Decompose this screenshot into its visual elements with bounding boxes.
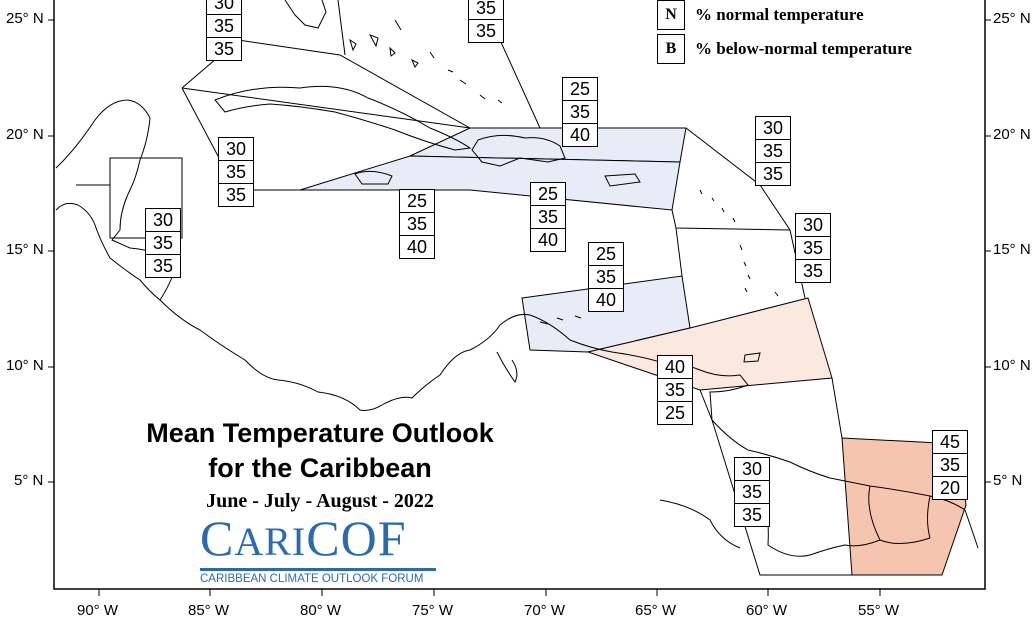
prob-value: 35 bbox=[762, 164, 784, 184]
prob-value: 30 bbox=[146, 209, 180, 232]
forecast-box-hispaniola-south: 25 35 40 bbox=[530, 182, 566, 252]
prob-value: 35 bbox=[933, 454, 967, 477]
y-tick-label-15-right: 15° N bbox=[993, 241, 1031, 258]
prob-value: 25 bbox=[531, 183, 565, 206]
x-tick-label-60w: 60° W bbox=[746, 602, 788, 619]
legend-below: B % below-normal temperature bbox=[657, 34, 912, 64]
prob-value: 25 bbox=[664, 403, 686, 423]
axis-ticks bbox=[48, 19, 991, 596]
y-tick-label-10-right: 10° N bbox=[993, 357, 1031, 374]
prob-value: 40 bbox=[406, 237, 428, 257]
prob-value: 25 bbox=[563, 78, 597, 101]
x-tick-label-80w: 80° W bbox=[300, 602, 342, 619]
x-tick-label-85w: 85° W bbox=[188, 602, 230, 619]
prob-value: 35 bbox=[658, 379, 692, 402]
prob-value: 35 bbox=[152, 256, 174, 276]
forecast-box-guyana: 30 35 35 bbox=[734, 457, 770, 527]
forecast-box-cuba-west: 30 35 35 bbox=[218, 137, 254, 207]
prob-value: 25 bbox=[400, 190, 434, 213]
prob-value: 35 bbox=[225, 185, 247, 205]
prob-value: 25 bbox=[589, 243, 623, 266]
logo-underline bbox=[200, 568, 436, 571]
prob-value: 40 bbox=[595, 290, 617, 310]
prob-value: 35 bbox=[802, 261, 824, 281]
prob-value: 30 bbox=[219, 138, 253, 161]
forecast-box-windward-islands: 30 35 35 bbox=[795, 213, 831, 283]
prob-value: 35 bbox=[469, 0, 503, 20]
y-tick-label-25-right: 25° N bbox=[993, 10, 1031, 27]
prob-value: 35 bbox=[475, 21, 497, 41]
map-subtitle: June - July - August - 2022 bbox=[206, 490, 434, 512]
prob-value: 30 bbox=[756, 117, 790, 140]
forecast-box-belize: 30 35 35 bbox=[145, 208, 181, 278]
prob-value: 35 bbox=[207, 15, 241, 38]
prob-value: 35 bbox=[756, 140, 790, 163]
map-title-line1: Mean Temperature Outlook bbox=[146, 418, 494, 448]
forecast-box-leeward-islands: 30 35 35 bbox=[755, 116, 791, 186]
y-tick-label-20-right: 20° N bbox=[993, 126, 1031, 143]
prob-value: 35 bbox=[146, 232, 180, 255]
x-tick-label-75w: 75° W bbox=[412, 602, 454, 619]
x-tick-label-55w: 55° W bbox=[858, 602, 900, 619]
zone-jamaica bbox=[299, 155, 681, 211]
logo-tagline: CARIBBEAN CLIMATE OUTLOOK FORUM bbox=[200, 573, 424, 585]
x-tick-label-65w: 65° W bbox=[635, 602, 677, 619]
prob-value: 35 bbox=[531, 206, 565, 229]
map-title-line2: for the Caribbean bbox=[208, 453, 432, 483]
forecast-box-jamaica: 25 35 40 bbox=[399, 189, 435, 259]
legend-text-below: % below-normal temperature bbox=[695, 39, 912, 58]
prob-value: 35 bbox=[741, 505, 763, 525]
caricof-logo: CARICOF CARIBBEAN CLIMATE OUTLOOK FORUM bbox=[200, 512, 436, 585]
coastlines bbox=[55, 0, 979, 557]
prob-value: 35 bbox=[589, 266, 623, 289]
map-frame bbox=[53, 0, 986, 590]
forecast-box-abc-islands: 25 35 40 bbox=[588, 242, 624, 312]
y-tick-label-5: 5° N bbox=[14, 472, 44, 489]
forecast-box-greater-antilles-east: 25 35 40 bbox=[562, 77, 598, 147]
prob-value: 35 bbox=[796, 237, 830, 260]
x-tick-label-90w: 90° W bbox=[77, 602, 119, 619]
y-tick-label-15: 15° N bbox=[6, 241, 44, 258]
prob-value: 40 bbox=[537, 230, 559, 250]
prob-value: 30 bbox=[796, 214, 830, 237]
prob-value: 40 bbox=[658, 356, 692, 379]
prob-value: 35 bbox=[219, 161, 253, 184]
prob-value: 40 bbox=[569, 125, 591, 145]
forecast-box-bahamas-se: 35 35 bbox=[468, 0, 504, 43]
prob-value: 35 bbox=[213, 39, 235, 59]
prob-value: 30 bbox=[735, 458, 769, 481]
legend-normal: N % normal temperature bbox=[657, 0, 864, 30]
y-tick-label-25: 25° N bbox=[6, 10, 44, 27]
forecast-box-bahamas-nw: 30 35 35 bbox=[206, 0, 242, 61]
legend-text-normal: % normal temperature bbox=[695, 5, 864, 24]
prob-value: 45 bbox=[933, 431, 967, 454]
legend-key-below: B bbox=[657, 34, 685, 64]
prob-value: 35 bbox=[735, 481, 769, 504]
y-tick-label-10: 10° N bbox=[6, 357, 44, 374]
prob-value: 35 bbox=[400, 213, 434, 236]
y-tick-label-20: 20° N bbox=[6, 126, 44, 143]
x-tick-label-70w: 70° W bbox=[524, 602, 566, 619]
forecast-box-french-guiana: 45 35 20 bbox=[932, 430, 968, 500]
forecast-box-trinidad: 40 35 25 bbox=[657, 355, 693, 425]
logo-wordmark: CARICOF bbox=[200, 510, 407, 566]
y-tick-label-5-right: 5° N bbox=[993, 472, 1023, 489]
prob-value: 30 bbox=[207, 0, 241, 15]
prob-value: 20 bbox=[939, 478, 961, 498]
legend-key-normal: N bbox=[657, 0, 685, 30]
prob-value: 35 bbox=[563, 101, 597, 124]
